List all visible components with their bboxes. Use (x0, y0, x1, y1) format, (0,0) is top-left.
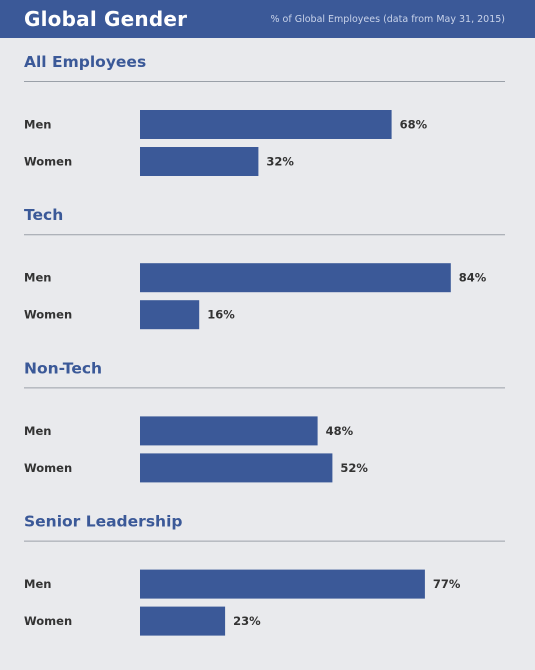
data-label: 48% (326, 424, 354, 438)
bar (140, 569, 425, 599)
category-label: Women (24, 155, 72, 169)
category-label: Men (24, 577, 51, 591)
bar (140, 606, 226, 636)
chart-title: Global Gender (24, 7, 188, 31)
data-label: 32% (266, 155, 294, 169)
category-label: Women (24, 308, 72, 322)
section-title: Tech (24, 206, 63, 224)
bar (140, 300, 200, 330)
data-label: 68% (400, 118, 428, 132)
category-label: Women (24, 461, 72, 475)
category-label: Men (24, 118, 51, 132)
data-label: 23% (233, 614, 261, 628)
chart-header: Global Gender % of Global Employees (dat… (0, 0, 535, 38)
data-label: 77% (433, 577, 461, 591)
category-label: Men (24, 271, 51, 285)
data-label: 84% (459, 271, 487, 285)
category-label: Women (24, 614, 72, 628)
bar (140, 453, 333, 483)
chart-subtitle: % of Global Employees (data from May 31,… (270, 13, 506, 25)
bar (140, 147, 259, 176)
category-label: Men (24, 424, 51, 438)
data-label: 52% (340, 461, 368, 475)
section-title: All Employees (24, 53, 146, 71)
bar (140, 263, 451, 293)
section-title: Senior Leadership (24, 513, 182, 531)
bar (140, 110, 392, 139)
data-label: 16% (207, 308, 235, 322)
gender-bar-chart: All Employees Men 68% Women 32% Tech Men 84% Wom… (24, 53, 505, 636)
section-title: Non-Tech (24, 359, 102, 377)
bar (140, 416, 318, 446)
